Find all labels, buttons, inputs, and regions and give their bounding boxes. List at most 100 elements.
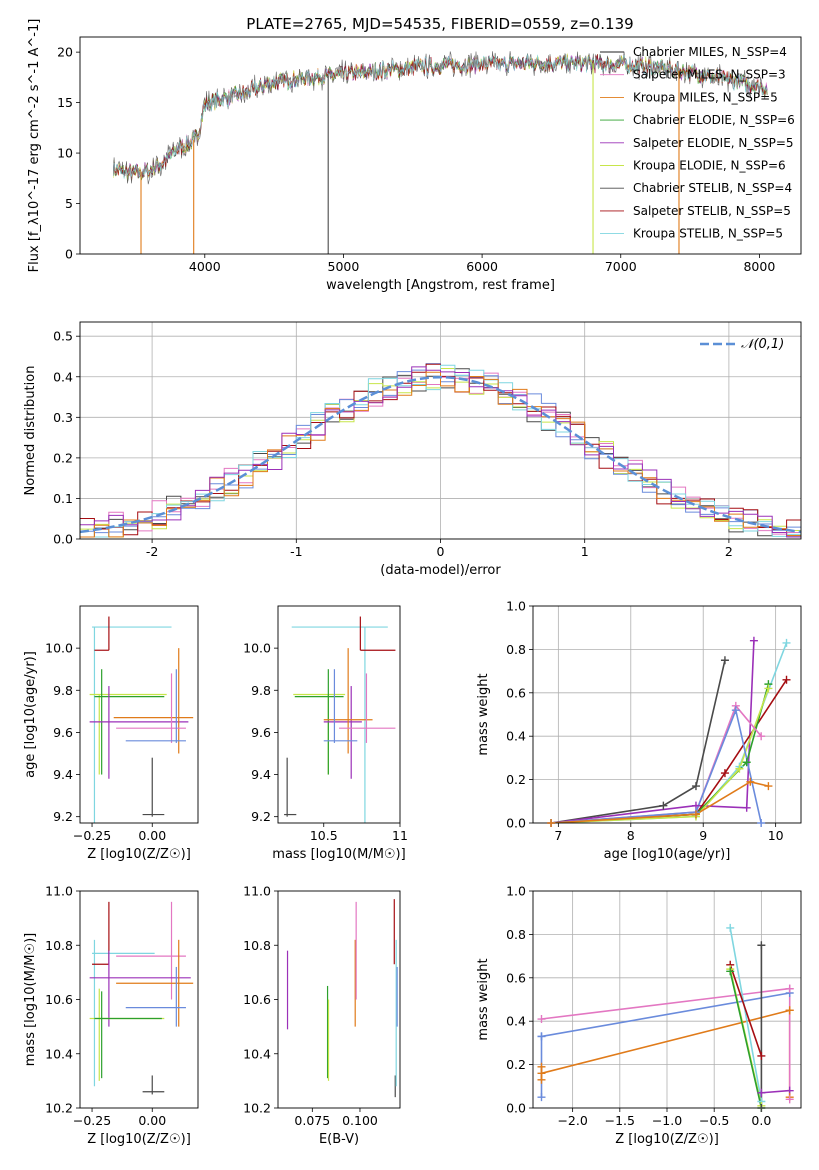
weight-marker	[785, 984, 794, 993]
y-tick-label: 0.4	[506, 729, 526, 744]
panel-spectrum: 4000 5000 6000 7000 8000 0 5 10 15 20 wavelength […	[27, 19, 802, 293]
x-tick-label: −0.25	[73, 1113, 111, 1128]
legend-entry: Salpeter STELIB, N_SSP=5	[633, 204, 791, 218]
axes-border	[277, 605, 401, 824]
spectrum-series	[113, 54, 768, 179]
y-tick-label: 0.1	[53, 491, 73, 506]
y-tick-label: 9.6	[251, 725, 271, 740]
weight-line	[551, 780, 769, 823]
weight-marker	[691, 810, 700, 819]
y-tick-label: 9.4	[251, 767, 271, 782]
y-tick-label: 0.4	[53, 369, 73, 384]
axes-frame: 0.075 0.100 10.2 10.4 10.6 10.8 11.0 E(B-V)	[243, 884, 401, 1147]
weight-line	[551, 704, 762, 823]
y-tick-label: 10.2	[243, 1101, 271, 1116]
axes-frame: −0.25 0.00 10.2 10.4 10.6 10.8 11.0 Z [log10(Z/…	[23, 884, 199, 1147]
y-tick-label: 0	[65, 247, 73, 262]
y-tick-label: 1.0	[506, 599, 526, 614]
plot-area	[89, 616, 194, 823]
y-tick-label: 9.2	[53, 809, 73, 824]
legend-entry: 𝒩(0,1)	[741, 337, 784, 352]
x-tick-label: 10	[768, 828, 784, 843]
weight-marker	[726, 923, 735, 932]
y-tick-label: 0.0	[53, 532, 73, 547]
weight-marker	[537, 1093, 546, 1102]
y-tick-label: 10.4	[45, 1046, 73, 1061]
y-axis-label: mass weight	[476, 958, 491, 1040]
weight-line	[551, 707, 762, 823]
x-axis-label: Z [log10(Z/Z☉)]	[615, 1132, 719, 1147]
legend-entry: Kroupa MILES, N_SSP=5	[633, 90, 778, 104]
x-axis-label: mass [log10(M/M☉)]	[272, 847, 405, 862]
weight-marker	[547, 819, 556, 827]
x-tick-label: 0.100	[342, 1113, 378, 1128]
y-tick-label: 0.6	[506, 970, 526, 985]
gaussian-curve	[80, 375, 801, 534]
weight-marker	[537, 1075, 546, 1084]
y-tick-label: 10.0	[45, 641, 73, 656]
spectrum-series	[113, 51, 768, 185]
y-tick-label: 0.8	[506, 927, 526, 942]
figure-title: PLATE=2765, MJD=54535, FIBERID=0559, z=0…	[246, 15, 633, 33]
x-tick-label: 0.0	[751, 1113, 771, 1128]
y-tick-label: 11.0	[243, 884, 271, 899]
y-tick-label: 0.8	[506, 642, 526, 657]
x-tick-label: −2.0	[557, 1113, 587, 1128]
weight-marker	[659, 801, 668, 810]
weight-marker	[782, 675, 791, 684]
weight-marker	[757, 1088, 766, 1097]
panel-age-vs-mass: 10.5 11 9.2 9.4 9.6 9.8 10.0 mass [log10(M/M☉)]	[243, 605, 408, 862]
x-tick-label: 10.5	[310, 828, 338, 843]
plot-area	[286, 899, 398, 1098]
panel-mass-weight-vs-age: 7 8 9 10 0.0 0.2 0.4 0.6 0.8 1.0 age [log10(age/yr…	[476, 599, 802, 862]
y-tick-label: 0.2	[53, 450, 73, 465]
y-tick-label: 9.8	[53, 683, 73, 698]
axes-border	[79, 36, 802, 255]
weight-line	[550, 660, 726, 823]
y-tick-label: 0.0	[506, 1101, 526, 1116]
x-axis-label: (data-model)/error	[380, 563, 501, 578]
y-tick-label: 0.0	[506, 816, 526, 831]
axes-frame: −2.0 −1.5 −1.0 −0.5 0.0 0.0 0.2 0.4 0.6 0.8 1.0 Z […	[476, 884, 802, 1147]
weight-line	[541, 992, 790, 1038]
y-tick-label: 9.8	[251, 683, 271, 698]
y-tick-label: 10.4	[243, 1046, 271, 1061]
x-axis-label: Z [log10(Z/Z☉)]	[87, 847, 191, 862]
weight-marker	[757, 1051, 766, 1060]
legend-entry: Salpeter ELODIE, N_SSP=5	[633, 136, 794, 150]
spectrum-legend: Chabrier MILES, N_SSP=4 Salpeter MILES, N…	[600, 45, 795, 241]
y-tick-label: 10.6	[243, 992, 271, 1007]
x-tick-label: −1.0	[652, 1113, 682, 1128]
x-tick-label: 0.075	[294, 1113, 330, 1128]
legend-entry: Chabrier ELODIE, N_SSP=6	[633, 113, 795, 127]
y-tick-label: 0.6	[506, 685, 526, 700]
x-tick-label: -2	[146, 544, 158, 559]
weight-line	[761, 1089, 790, 1094]
weight-marker	[726, 967, 735, 976]
y-tick-label: 9.4	[53, 767, 73, 782]
weight-line	[729, 927, 763, 1102]
legend-entry: Salpeter MILES, N_SSP=3	[633, 68, 786, 82]
weight-marker	[735, 764, 744, 773]
y-tick-label: 0.2	[506, 772, 526, 787]
weight-marker	[537, 1032, 546, 1041]
x-axis-label: Z [log10(Z/Z☉)]	[87, 1132, 191, 1147]
weight-marker	[537, 1062, 546, 1071]
axes-border	[532, 605, 802, 824]
weight-marker	[731, 706, 740, 715]
x-axis-label: age [log10(age/yr)]	[604, 847, 731, 862]
axes-frame: 10.5 11 9.2 9.4 9.6 9.8 10.0 mass [log10(M/M☉)]	[243, 605, 408, 862]
weight-marker	[746, 777, 755, 786]
y-axis-label: mass weight	[476, 673, 491, 755]
y-tick-label: 1.0	[506, 884, 526, 899]
y-tick-label: 11.0	[45, 884, 73, 899]
x-tick-label: 7000	[605, 259, 637, 274]
legend-entry: Kroupa STELIB, N_SSP=5	[633, 227, 783, 241]
y-axis-label: Flux [f_λ10^-17 erg cm^-2 s^-1 A^-1]	[27, 19, 42, 273]
y-tick-label: 10.8	[243, 938, 271, 953]
weight-marker	[749, 636, 758, 645]
y-axis-label: Normed distribution	[23, 366, 38, 496]
weight-marker	[691, 782, 700, 791]
legend-entry: Chabrier MILES, N_SSP=4	[633, 45, 787, 59]
